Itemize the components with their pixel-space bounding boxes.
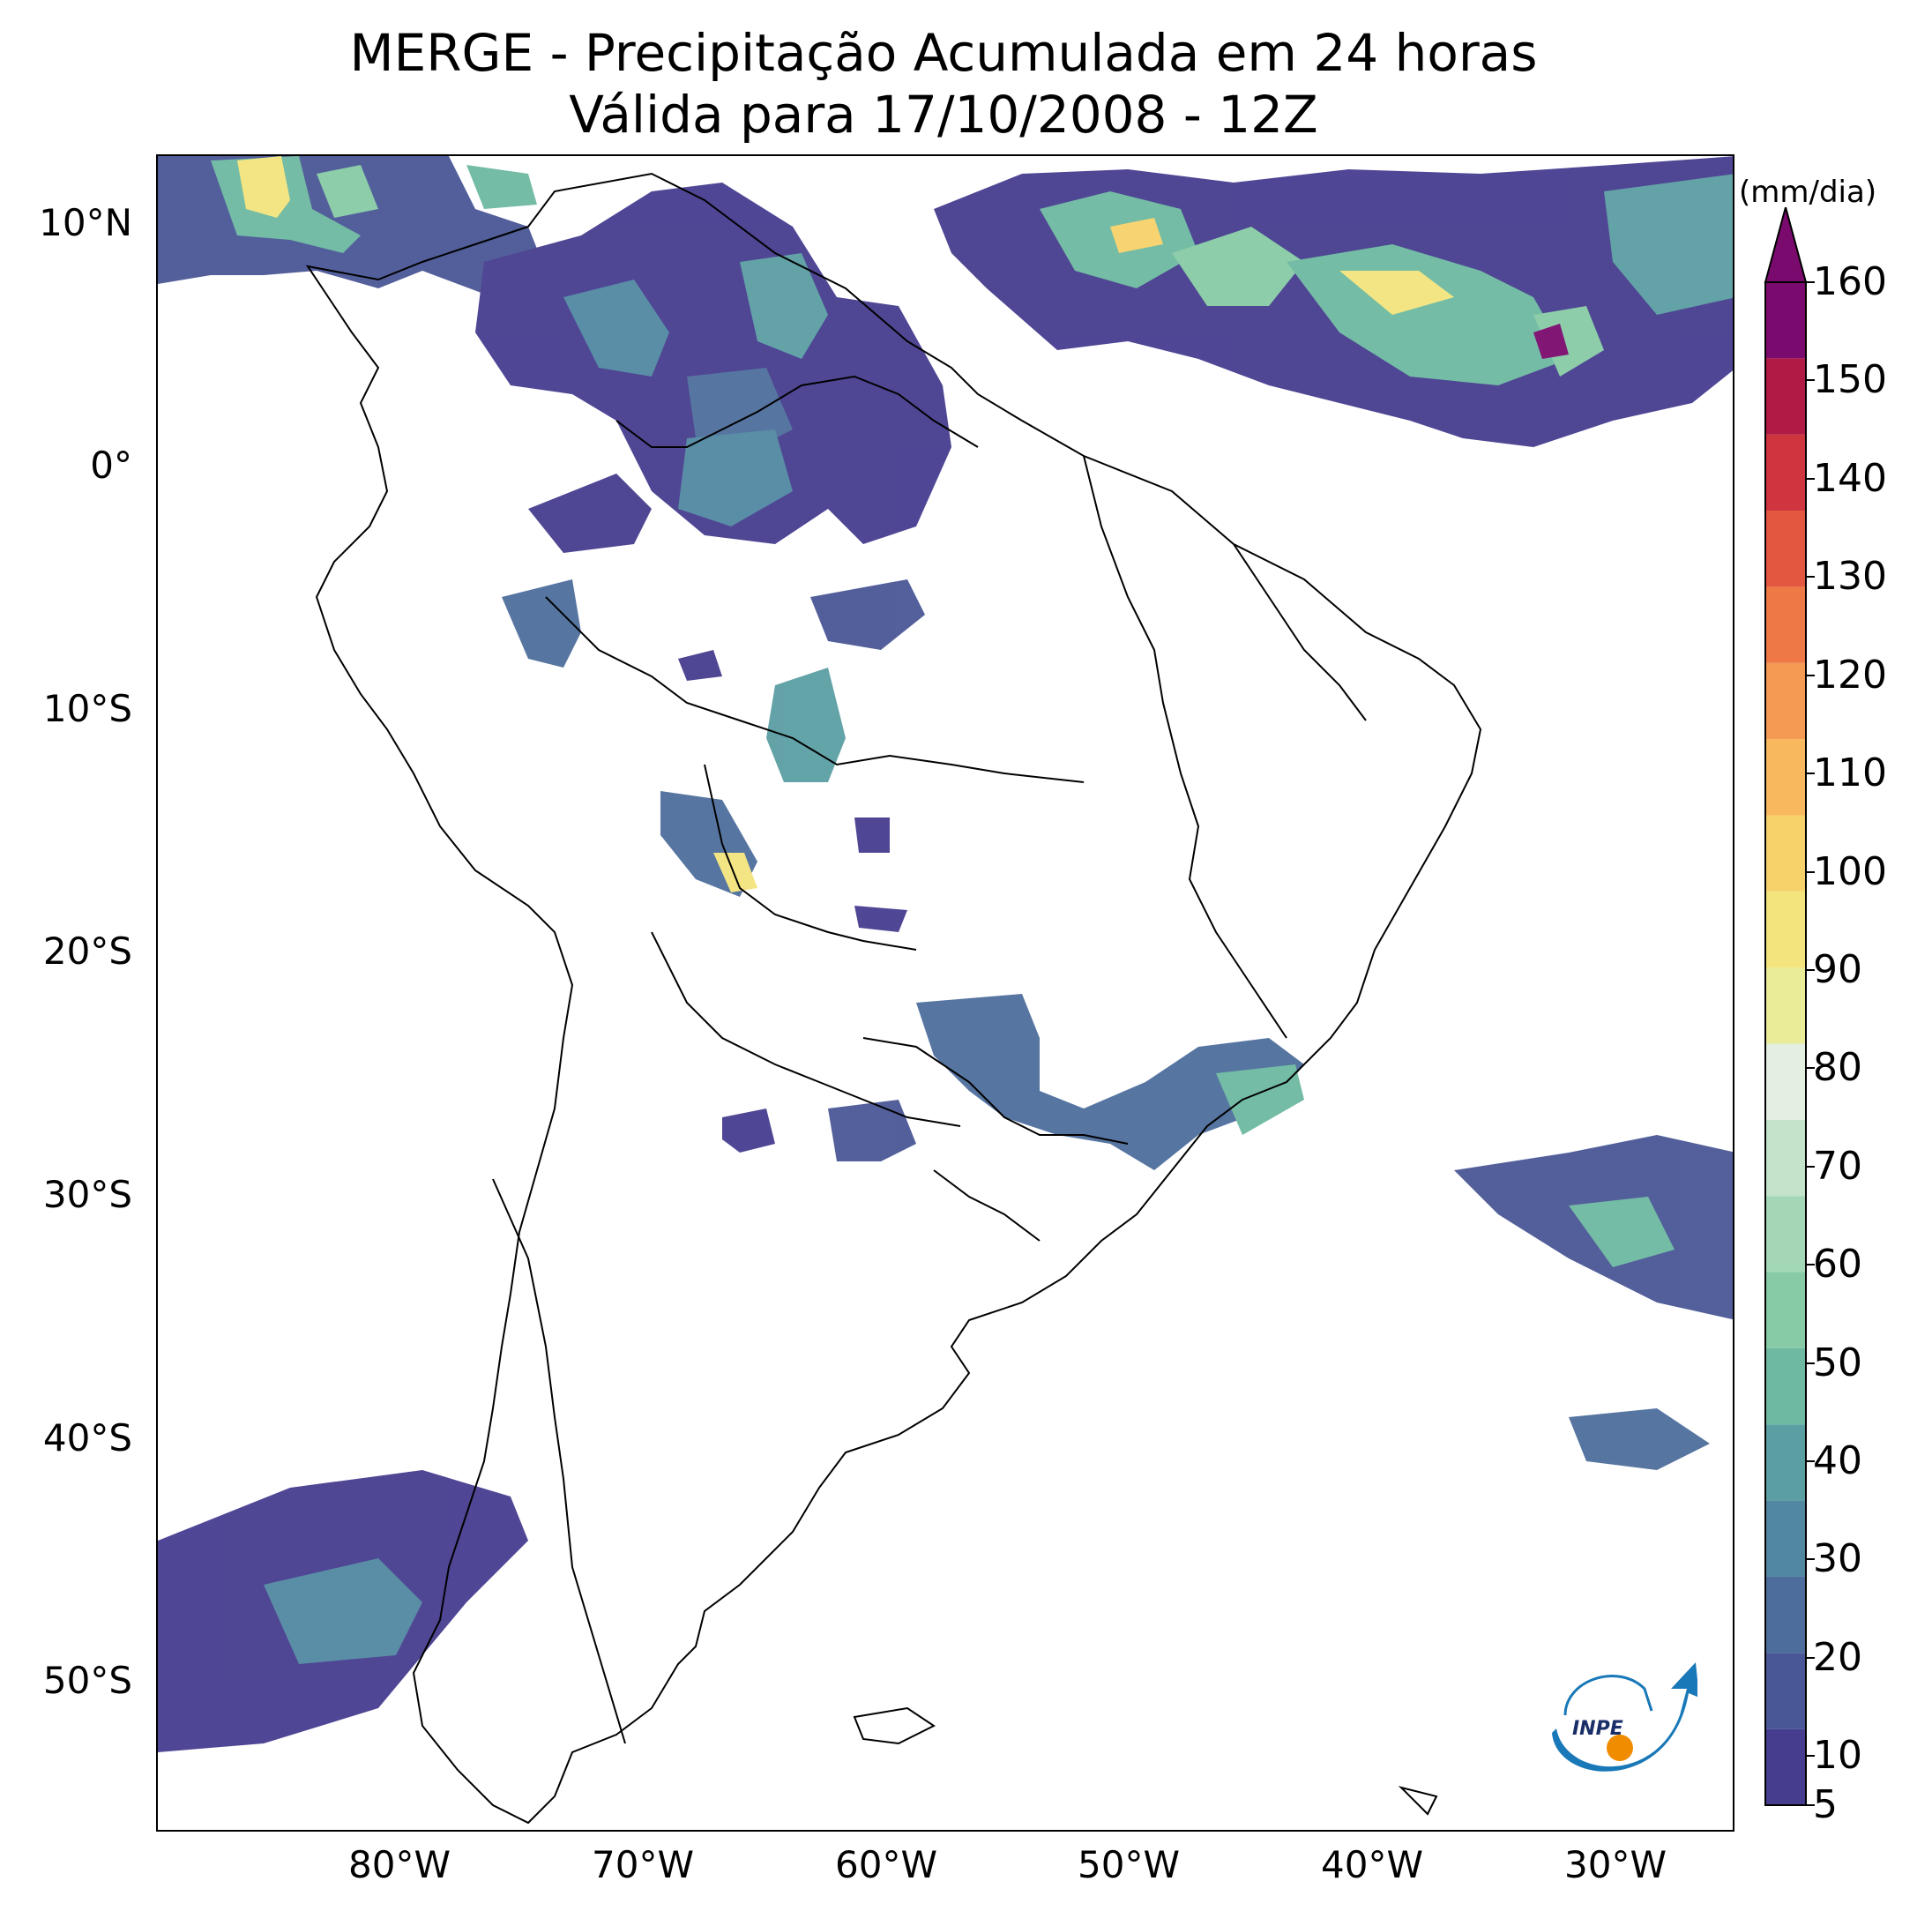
colorbar-segment bbox=[1765, 662, 1806, 740]
colorbar-tick-label: 10 bbox=[1813, 1733, 1862, 1779]
lat-label-50s: 50°S bbox=[42, 1659, 132, 1702]
colorbar-segment bbox=[1765, 1272, 1806, 1348]
lon-label-70w: 70°W bbox=[592, 1843, 694, 1886]
colorbar-segment bbox=[1765, 739, 1806, 816]
colorbar-tick-label: 20 bbox=[1813, 1634, 1862, 1680]
lon-label-50w: 50°W bbox=[1078, 1843, 1180, 1886]
precipitation-layer bbox=[158, 156, 1733, 1752]
colorbar-tick-label: 120 bbox=[1813, 652, 1887, 698]
colorbar-tick-mark bbox=[1806, 1264, 1815, 1266]
colorbar-segment bbox=[1765, 1043, 1806, 1120]
colorbar-tick-label: 130 bbox=[1813, 554, 1887, 600]
colorbar-tick-mark bbox=[1806, 870, 1815, 873]
colorbar-tick-mark bbox=[1806, 1460, 1815, 1463]
colorbar-segment bbox=[1765, 1653, 1806, 1729]
lon-label-80w: 80°W bbox=[348, 1843, 451, 1886]
colorbar-tick-label: 100 bbox=[1813, 848, 1887, 894]
lon-label-40w: 40°W bbox=[1321, 1843, 1423, 1886]
lat-label-10s: 10°S bbox=[42, 687, 132, 730]
colorbar-tick-mark bbox=[1806, 379, 1815, 382]
colorbar-tick-mark bbox=[1806, 1362, 1815, 1364]
colorbar-tick-mark bbox=[1806, 674, 1815, 676]
colorbar-segment bbox=[1765, 1576, 1806, 1653]
colorbar-tick-mark bbox=[1806, 1558, 1815, 1561]
colorbar-tick-label: 50 bbox=[1813, 1340, 1862, 1385]
colorbar-tick-mark bbox=[1806, 1755, 1815, 1758]
colorbar-segment bbox=[1765, 1119, 1806, 1197]
colorbar-tick-label: 70 bbox=[1813, 1143, 1862, 1189]
colorbar-tick-label: 110 bbox=[1813, 750, 1887, 796]
colorbar-tick-label: 150 bbox=[1813, 357, 1887, 403]
colorbar-segment bbox=[1765, 282, 1806, 359]
colorbar-segment bbox=[1765, 511, 1806, 587]
map-title-line2: Válida para 17/10/2008 - 12Z bbox=[569, 85, 1318, 145]
colorbar-tick-mark bbox=[1806, 281, 1815, 283]
colorbar-tick-mark bbox=[1806, 773, 1815, 775]
colorbar-tick-mark bbox=[1806, 576, 1815, 579]
inpe-logo: INPE bbox=[1552, 1662, 1697, 1772]
colorbar-segment bbox=[1765, 815, 1806, 892]
colorbar-tick-label: 40 bbox=[1813, 1438, 1862, 1484]
colorbar-segment bbox=[1765, 586, 1806, 663]
colorbar-tick-label: 80 bbox=[1813, 1045, 1862, 1091]
coastlines bbox=[305, 172, 1482, 1825]
colorbar-tick-label: 60 bbox=[1813, 1242, 1862, 1288]
lat-label-10n: 10°N bbox=[39, 201, 132, 244]
precipitation-map bbox=[156, 154, 1734, 1832]
colorbar-tick-label: 160 bbox=[1813, 259, 1887, 304]
colorbar-tick-mark bbox=[1806, 968, 1815, 971]
colorbar-tick-mark bbox=[1806, 1165, 1815, 1168]
lat-label-40s: 40°S bbox=[42, 1416, 132, 1459]
map-title-line1: MERGE - Precipitação Acumulada em 24 hor… bbox=[349, 23, 1538, 83]
lat-label-20s: 20°S bbox=[42, 929, 132, 973]
colorbar-segment bbox=[1765, 358, 1806, 435]
colorbar-unit: (mm/dia) bbox=[1739, 175, 1877, 210]
colorbar-segment bbox=[1765, 1196, 1806, 1273]
colorbar-tick-mark bbox=[1806, 1656, 1815, 1659]
colorbar bbox=[1764, 207, 1808, 1806]
lon-label-30w: 30°W bbox=[1564, 1843, 1667, 1886]
colorbar-tick-label: 140 bbox=[1813, 455, 1887, 501]
colorbar-tick-label: 5 bbox=[1813, 1782, 1838, 1827]
colorbar-segment bbox=[1765, 434, 1806, 511]
inpe-logo-text: INPE bbox=[1572, 1718, 1623, 1740]
colorbar-tick-mark bbox=[1806, 1067, 1815, 1070]
colorbar-segment bbox=[1765, 1728, 1806, 1805]
colorbar-tick-mark bbox=[1806, 477, 1815, 480]
lat-label-30s: 30°S bbox=[42, 1173, 132, 1216]
colorbar-tick-label: 90 bbox=[1813, 946, 1862, 992]
colorbar-segment bbox=[1765, 891, 1806, 968]
colorbar-segment bbox=[1765, 1347, 1806, 1425]
colorbar-extend-arrow bbox=[1764, 207, 1808, 283]
lat-label-0: 0° bbox=[90, 444, 132, 487]
map-canvas bbox=[158, 156, 1733, 1825]
colorbar-segment bbox=[1765, 967, 1806, 1044]
lon-label-60w: 60°W bbox=[835, 1843, 937, 1886]
colorbar-tick-mark bbox=[1806, 1804, 1815, 1806]
colorbar-segment bbox=[1765, 1424, 1806, 1501]
colorbar-segment bbox=[1765, 1500, 1806, 1577]
colorbar-tick-label: 30 bbox=[1813, 1536, 1862, 1582]
